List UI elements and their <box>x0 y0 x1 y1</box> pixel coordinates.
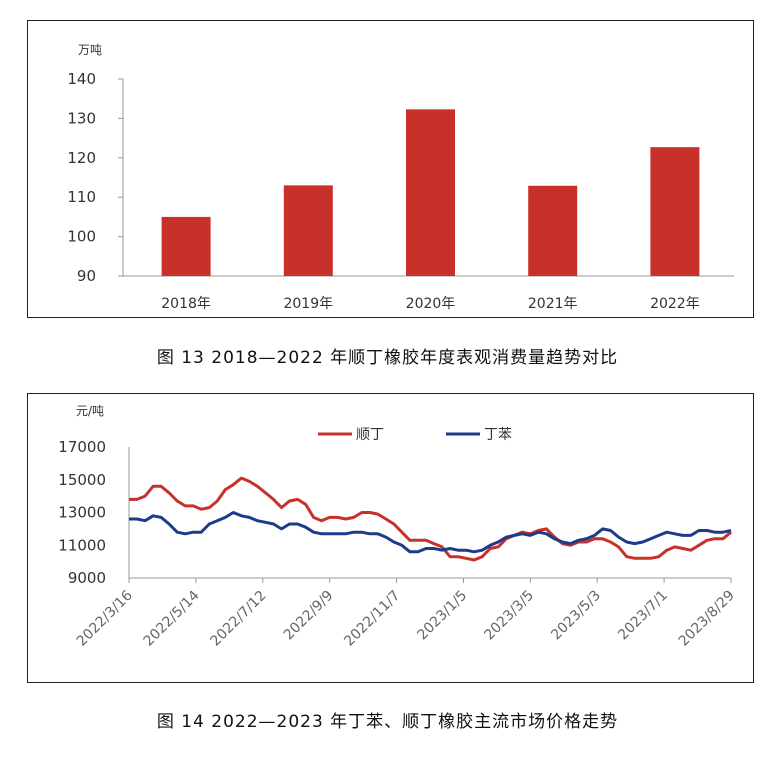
line-x-tick-label: 2023/3/5 <box>481 588 537 644</box>
line-x-tick-label: 2023/8/29 <box>676 588 738 650</box>
bar-y-tick-label: 90 <box>77 267 96 285</box>
line-x-tick-label: 2022/5/14 <box>141 587 203 649</box>
bar-x-tick-label: 2019年 <box>283 296 333 312</box>
price-line-chart-panel: 元/吨 顺丁 丁苯 9000 11000 13000 15000 17000 2022/3… <box>27 393 754 683</box>
bar <box>161 216 211 276</box>
line-y-axis-unit: 元/吨 <box>76 404 104 418</box>
line-y-tick-label: 9000 <box>68 569 106 587</box>
line-x-tick-marks <box>128 578 732 583</box>
line-series-group <box>129 476 732 562</box>
bar <box>528 185 578 276</box>
line-x-tick-labels: 2022/3/16 2022/5/14 2022/7/12 2022/9/9 2022/… <box>74 587 738 649</box>
line-series <box>129 511 732 554</box>
line-x-tick-label: 2022/3/16 <box>74 587 136 649</box>
line-y-tick-labels: 9000 11000 13000 15000 17000 <box>58 438 106 587</box>
line-x-tick-label: 2022/7/12 <box>208 588 270 650</box>
bar-y-tick-label: 100 <box>67 228 96 246</box>
bar-y-tick-label: 110 <box>67 188 96 206</box>
line-series <box>129 476 732 562</box>
price-line-chart: 元/吨 顺丁 丁苯 9000 11000 13000 15000 17000 2022/3… <box>58 404 738 650</box>
bar-x-tick-label: 2020年 <box>406 296 456 312</box>
line-y-tick-label: 13000 <box>58 504 106 522</box>
bar-x-tick-label: 2021年 <box>528 296 578 312</box>
bar <box>283 185 333 276</box>
bar-y-tick-label: 120 <box>67 149 96 167</box>
legend-label: 丁苯 <box>484 426 512 443</box>
line-x-tick-label: 2022/11/7 <box>341 588 403 650</box>
line-x-tick-label: 2023/1/5 <box>414 588 470 644</box>
figure-13-caption: 图 13 2018—2022 年顺丁橡胶年度表观消费量趋势对比 <box>156 348 619 368</box>
bar-series <box>161 109 700 276</box>
bar <box>650 147 700 276</box>
consumption-bar-chart: 万吨 90 100 110 120 130 140 2018年 2019年 2020年 2021… <box>67 43 734 312</box>
legend-label: 顺丁 <box>356 427 384 443</box>
consumption-bar-chart-panel: 万吨 90 100 110 120 130 140 2018年 2019年 2020年 2021… <box>27 20 754 318</box>
bar-y-axis-unit: 万吨 <box>78 43 102 57</box>
figure-14-caption: 图 14 2022—2023 年丁苯、顺丁橡胶主流市场价格走势 <box>156 712 619 732</box>
bar <box>406 109 455 276</box>
line-legend: 顺丁 丁苯 <box>318 426 512 443</box>
bar-y-tick-label: 130 <box>67 109 96 127</box>
bar-x-tick-labels: 2018年 2019年 2020年 2021年 2022年 <box>161 296 699 312</box>
line-y-tick-label: 17000 <box>58 438 106 456</box>
bar-x-tick-label: 2018年 <box>161 296 211 312</box>
line-x-tick-label: 2023/7/1 <box>615 588 671 644</box>
line-x-tick-label: 2023/5/3 <box>548 588 604 644</box>
bar-y-tick-label: 140 <box>67 70 96 88</box>
bar-y-tick-marks <box>118 78 123 277</box>
bar-x-tick-label: 2022年 <box>650 296 700 312</box>
line-y-tick-label: 15000 <box>58 471 106 489</box>
line-y-tick-label: 11000 <box>58 536 106 554</box>
bar-y-tick-labels: 90 100 110 120 130 140 <box>67 70 96 285</box>
line-x-tick-label: 2022/9/9 <box>281 588 337 644</box>
